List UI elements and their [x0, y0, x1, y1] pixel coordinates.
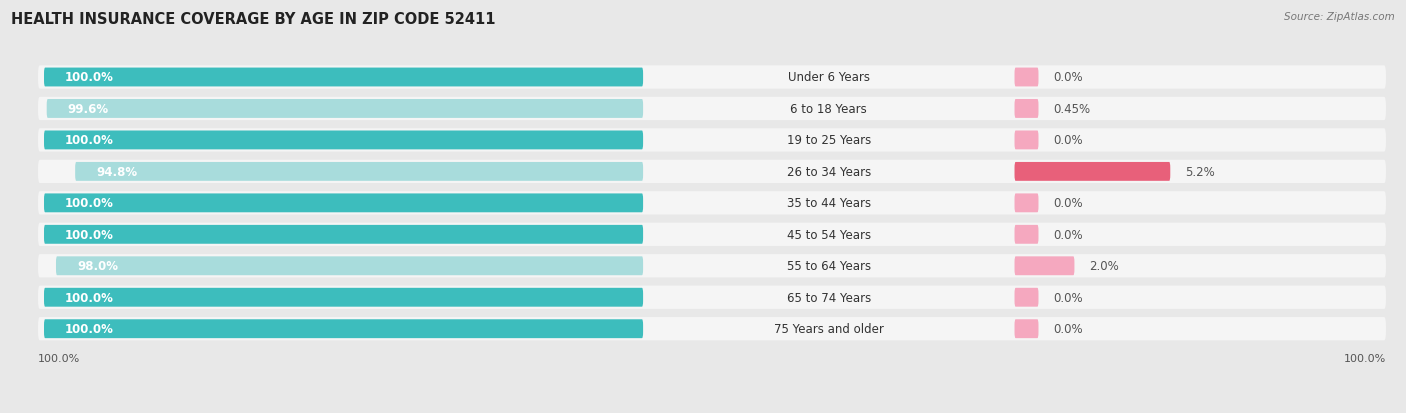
FancyBboxPatch shape: [38, 286, 1386, 309]
FancyBboxPatch shape: [38, 129, 1386, 152]
FancyBboxPatch shape: [38, 192, 1386, 215]
FancyBboxPatch shape: [1015, 225, 1039, 244]
Text: 100.0%: 100.0%: [65, 228, 114, 241]
FancyBboxPatch shape: [46, 100, 643, 119]
Text: 0.45%: 0.45%: [1053, 103, 1091, 116]
Text: 0.0%: 0.0%: [1053, 323, 1083, 335]
Text: 100.0%: 100.0%: [65, 323, 114, 335]
Text: 35 to 44 Years: 35 to 44 Years: [787, 197, 870, 210]
FancyBboxPatch shape: [38, 160, 1386, 184]
Text: 65 to 74 Years: 65 to 74 Years: [787, 291, 870, 304]
Text: 5.2%: 5.2%: [1185, 166, 1215, 178]
Text: 100.0%: 100.0%: [38, 353, 80, 363]
Text: 100.0%: 100.0%: [65, 134, 114, 147]
Text: 0.0%: 0.0%: [1053, 197, 1083, 210]
Text: 75 Years and older: 75 Years and older: [773, 323, 884, 335]
FancyBboxPatch shape: [44, 131, 643, 150]
Text: 0.0%: 0.0%: [1053, 291, 1083, 304]
FancyBboxPatch shape: [44, 69, 643, 87]
Text: 94.8%: 94.8%: [96, 166, 138, 178]
Text: Source: ZipAtlas.com: Source: ZipAtlas.com: [1284, 12, 1395, 22]
Text: 55 to 64 Years: 55 to 64 Years: [787, 260, 870, 273]
FancyBboxPatch shape: [38, 317, 1386, 341]
Text: 26 to 34 Years: 26 to 34 Years: [787, 166, 870, 178]
Text: 6 to 18 Years: 6 to 18 Years: [790, 103, 868, 116]
Text: 19 to 25 Years: 19 to 25 Years: [787, 134, 870, 147]
FancyBboxPatch shape: [1015, 163, 1170, 181]
Text: HEALTH INSURANCE COVERAGE BY AGE IN ZIP CODE 52411: HEALTH INSURANCE COVERAGE BY AGE IN ZIP …: [11, 12, 496, 27]
Text: 45 to 54 Years: 45 to 54 Years: [787, 228, 870, 241]
Text: 100.0%: 100.0%: [65, 71, 114, 84]
FancyBboxPatch shape: [38, 97, 1386, 121]
FancyBboxPatch shape: [1015, 194, 1039, 213]
FancyBboxPatch shape: [1015, 288, 1039, 307]
Text: 98.0%: 98.0%: [77, 260, 118, 273]
Text: 0.0%: 0.0%: [1053, 228, 1083, 241]
FancyBboxPatch shape: [1015, 320, 1039, 338]
FancyBboxPatch shape: [1015, 69, 1039, 87]
FancyBboxPatch shape: [1015, 257, 1074, 275]
FancyBboxPatch shape: [38, 254, 1386, 278]
FancyBboxPatch shape: [44, 320, 643, 338]
FancyBboxPatch shape: [38, 66, 1386, 90]
FancyBboxPatch shape: [38, 223, 1386, 247]
Text: 100.0%: 100.0%: [65, 197, 114, 210]
FancyBboxPatch shape: [56, 257, 643, 275]
Text: 100.0%: 100.0%: [65, 291, 114, 304]
Text: 0.0%: 0.0%: [1053, 134, 1083, 147]
Text: 100.0%: 100.0%: [1344, 353, 1386, 363]
FancyBboxPatch shape: [44, 194, 643, 213]
Text: Under 6 Years: Under 6 Years: [787, 71, 870, 84]
FancyBboxPatch shape: [44, 288, 643, 307]
FancyBboxPatch shape: [1015, 131, 1039, 150]
FancyBboxPatch shape: [44, 225, 643, 244]
FancyBboxPatch shape: [75, 163, 643, 181]
FancyBboxPatch shape: [1015, 100, 1039, 119]
Text: 2.0%: 2.0%: [1090, 260, 1119, 273]
Text: 0.0%: 0.0%: [1053, 71, 1083, 84]
Text: 99.6%: 99.6%: [67, 103, 108, 116]
